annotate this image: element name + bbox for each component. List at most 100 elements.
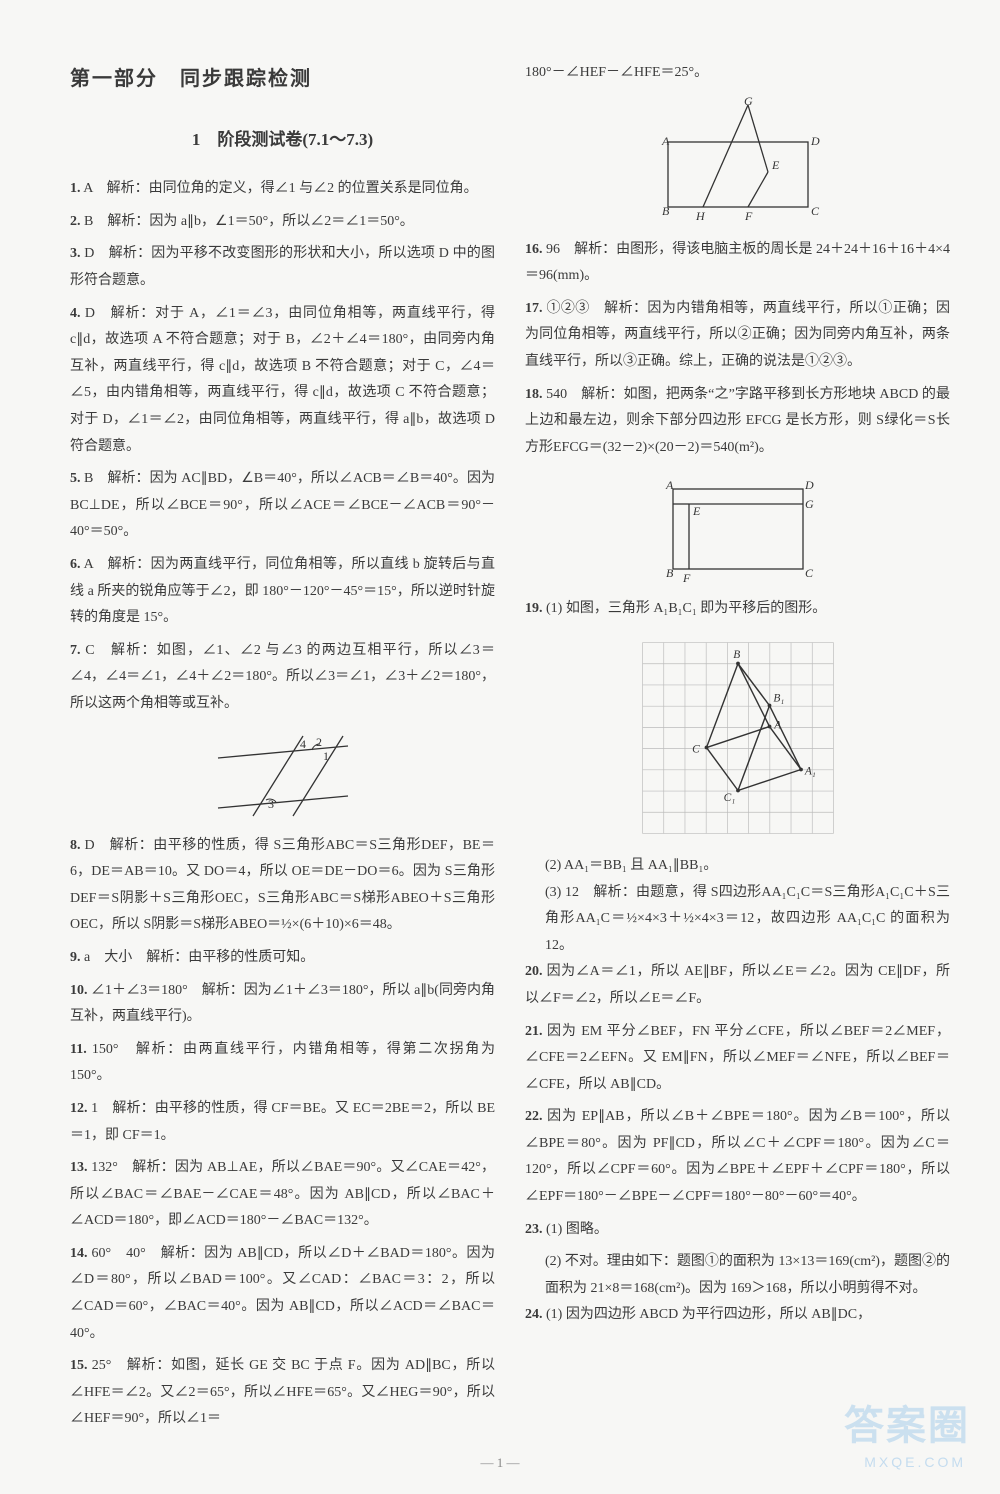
item-text: (1) 图略。 — [546, 1222, 608, 1237]
svg-text:H: H — [695, 209, 706, 223]
item-number: 13. — [70, 1160, 88, 1175]
svg-text:B₁: B₁ — [773, 693, 784, 705]
svg-text:C: C — [805, 566, 814, 580]
figure-wrap: A B C D E F G H — [525, 97, 950, 227]
item-text: ①②③ 解析：因为内错角相等，两直线平行，所以①正确；因为同位角相等，两直线平行… — [525, 301, 950, 369]
section-title: 1 阶段测试卷(7.1～7.3) — [70, 124, 495, 156]
svg-text:2: 2 — [316, 735, 322, 749]
item-text: D 解析：对于 A，∠1＝∠3，由同位角相等，两直线平行，得 c∥d，故选项 A… — [70, 306, 495, 454]
answer-item: 16. 96 解析：由图形，得该电脑主板的周长是 24＋24＋16＋16＋4×4… — [525, 237, 950, 290]
item-text: D 解析：由平移的性质，得 S三角形ABC＝S三角形DEF，BE＝6，DE＝AB… — [70, 838, 495, 933]
answer-item: 8. D 解析：由平移的性质，得 S三角形ABC＝S三角形DEF，BE＝6，DE… — [70, 833, 495, 939]
answer-item: 19. (1) 如图，三角形 A₁B₁C₁ 即为平移后的图形。 — [525, 596, 950, 623]
item-number: 5. — [70, 471, 81, 486]
answer-item: 22. 因为 EP∥AB，所以∠B＋∠BPE＝180°。因为∠B＝100°，所以… — [525, 1104, 950, 1210]
svg-text:B: B — [666, 566, 674, 580]
item-text: B 解析：因为 AC∥BD，∠B＝40°，所以∠ACB＝∠B＝40°。因为 BC… — [70, 471, 495, 539]
item-number: 8. — [70, 838, 81, 853]
part-title: 第一部分 同步跟踪检测 — [70, 60, 495, 98]
item-text: 96 解析：由图形，得该电脑主板的周长是 24＋24＋16＋16＋4×4＝96(… — [525, 242, 950, 284]
item-number: 2. — [70, 214, 81, 229]
item-number: 7. — [70, 643, 81, 658]
answer-item: 2. B 解析：因为 a∥b，∠1＝50°，所以∠2＝∠1＝50°。 — [70, 209, 495, 236]
item-text: 540 解析：如图，把两条“之”字路平移到长方形地块 ABCD 的最上边和最左边… — [525, 387, 950, 455]
item-text: 132° 解析：因为 AB⊥AE，所以∠BAE＝90°。又∠CAE＝42°，所以… — [70, 1160, 495, 1228]
item-text: 150° 解析：由两直线平行，内错角相等，得第二次拐角为 150°。 — [70, 1042, 495, 1084]
svg-text:G: G — [805, 497, 814, 511]
answer-item: 6. A 解析：因为两直线平行，同位角相等，所以直线 b 旋转后与直线 a 所夹… — [70, 552, 495, 632]
item-number: 16. — [525, 242, 543, 257]
answer-subitem: (2) 不对。理由如下：题图①的面积为 13×13＝169(cm²)，题图②的面… — [525, 1249, 950, 1302]
item-number: 17. — [525, 301, 543, 316]
svg-text:4: 4 — [300, 737, 306, 751]
item-number: 9. — [70, 950, 81, 965]
item-text: a 大小 解析：由平移的性质可知。 — [84, 950, 314, 965]
item-text: 因为 EM 平分∠BEF，FN 平分∠CFE，所以∠BEF＝2∠MEF，∠CFE… — [525, 1024, 950, 1092]
figure-q15: A B C D E F G H — [648, 97, 828, 227]
svg-text:A: A — [665, 478, 674, 492]
item-number: 1. — [70, 181, 81, 196]
answer-item: 24. (1) 因为四边形 ABCD 为平行四边形，所以 AB∥DC， — [525, 1302, 950, 1329]
svg-text:A₁: A₁ — [803, 765, 815, 777]
figure-wrap: B A C B₁ A₁ C₁ — [525, 633, 950, 843]
answer-item: 14. 60° 40° 解析：因为 AB∥CD，所以∠D＋∠BAD＝180°。因… — [70, 1241, 495, 1347]
answer-item: 13. 132° 解析：因为 AB⊥AE，所以∠BAE＝90°。又∠CAE＝42… — [70, 1155, 495, 1235]
svg-text:D: D — [810, 134, 820, 148]
item-text: B 解析：因为 a∥b，∠1＝50°，所以∠2＝∠1＝50°。 — [84, 214, 414, 229]
item-number: 6. — [70, 557, 81, 572]
svg-text:E: E — [692, 504, 701, 518]
item-text: 25° 解析：如图，延长 GE 交 BC 于点 F。因为 AD∥BC，所以∠HF… — [70, 1358, 495, 1426]
item-text: (1) 如图，三角形 A₁B₁C₁ 即为平移后的图形。 — [546, 601, 826, 616]
answer-item: 1. A 解析：由同位角的定义，得∠1 与∠2 的位置关系是同位角。 — [70, 176, 495, 203]
svg-text:B: B — [662, 204, 670, 218]
item-number: 20. — [525, 964, 543, 979]
figure-q7: 42 1 3 — [208, 728, 358, 823]
svg-text:A: A — [661, 134, 670, 148]
answer-item: 17. ①②③ 解析：因为内错角相等，两直线平行，所以①正确；因为同位角相等，两… — [525, 296, 950, 376]
answer-item: 5. B 解析：因为 AC∥BD，∠B＝40°，所以∠ACB＝∠B＝40°。因为… — [70, 466, 495, 546]
answer-item: 9. a 大小 解析：由平移的性质可知。 — [70, 945, 495, 972]
continuation-text: 180°－∠HEF－∠HFE＝25°。 — [525, 60, 950, 87]
item-number: 15. — [70, 1358, 88, 1373]
svg-text:G: G — [744, 97, 753, 108]
answer-item: 4. D 解析：对于 A，∠1＝∠3，由同位角相等，两直线平行，得 c∥d，故选… — [70, 301, 495, 461]
item-text: 因为∠A＝∠1，所以 AE∥BF，所以∠E＝∠2。因为 CE∥DF，所以∠F＝∠… — [525, 964, 950, 1006]
item-number: 23. — [525, 1222, 543, 1237]
item-text: 1 解析：由平移的性质，得 CF＝BE。又 EC＝2BE＝2，所以 BE＝1，即… — [70, 1101, 495, 1143]
svg-text:1: 1 — [323, 749, 329, 763]
figure-q18: A B C D E F G — [653, 471, 823, 586]
item-text: 60° 40° 解析：因为 AB∥CD，所以∠D＋∠BAD＝180°。因为∠D＝… — [70, 1246, 495, 1341]
answer-item: 15. 25° 解析：如图，延长 GE 交 BC 于点 F。因为 AD∥BC，所… — [70, 1353, 495, 1433]
svg-text:E: E — [771, 158, 780, 172]
item-number: 18. — [525, 387, 543, 402]
item-number: 3. — [70, 246, 81, 261]
svg-text:F: F — [744, 209, 753, 223]
item-number: 22. — [525, 1109, 543, 1124]
item-text: D 解析：因为平移不改变图形的形状和大小，所以选项 D 中的图形符合题意。 — [70, 246, 495, 288]
page-number: — 1 — — [0, 1451, 1000, 1476]
left-column: 第一部分 同步跟踪检测 1 阶段测试卷(7.1～7.3) 1. A 解析：由同位… — [70, 60, 495, 1439]
item-number: 10. — [70, 983, 88, 998]
answer-item: 7. C 解析：如图，∠1、∠2 与∠3 的两边互相平行，所以∠3＝∠4，∠4＝… — [70, 638, 495, 718]
item-text: A 解析：由同位角的定义，得∠1 与∠2 的位置关系是同位角。 — [83, 181, 477, 196]
answer-subitem: (2) AA₁＝BB₁ 且 AA₁∥BB₁。 — [525, 853, 950, 880]
item-text: 因为 EP∥AB，所以∠B＋∠BPE＝180°。因为∠B＝100°，所以∠BPE… — [525, 1109, 950, 1204]
item-text: C 解析：如图，∠1、∠2 与∠3 的两边互相平行，所以∠3＝∠4，∠4＝∠1，… — [70, 643, 495, 711]
svg-text:C₁: C₁ — [723, 792, 735, 804]
figure-wrap: A B C D E F G — [525, 471, 950, 586]
answer-item: 23. (1) 图略。 — [525, 1217, 950, 1244]
item-text: (1) 因为四边形 ABCD 为平行四边形，所以 AB∥DC， — [546, 1307, 871, 1322]
item-number: 19. — [525, 601, 543, 616]
svg-text:B: B — [733, 649, 740, 661]
answer-subitem: (3) 12 解析：由题意，得 S四边形AA₁C₁C＝S三角形A₁C₁C＋S三角… — [525, 880, 950, 960]
answer-item: 18. 540 解析：如图，把两条“之”字路平移到长方形地块 ABCD 的最上边… — [525, 382, 950, 462]
answer-item: 11. 150° 解析：由两直线平行，内错角相等，得第二次拐角为 150°。 — [70, 1037, 495, 1090]
figure-q19: B A C B₁ A₁ C₁ — [628, 633, 848, 843]
answer-item: 21. 因为 EM 平分∠BEF，FN 平分∠CFE，所以∠BEF＝2∠MEF，… — [525, 1019, 950, 1099]
item-text: ∠1＋∠3＝180° 解析：因为∠1＋∠3＝180°，所以 a∥b(同旁内角互补… — [70, 983, 495, 1025]
answer-item: 12. 1 解析：由平移的性质，得 CF＝BE。又 EC＝2BE＝2，所以 BE… — [70, 1096, 495, 1149]
item-text: A 解析：因为两直线平行，同位角相等，所以直线 b 旋转后与直线 a 所夹的锐角… — [70, 557, 495, 625]
item-number: 21. — [525, 1024, 543, 1039]
item-number: 11. — [70, 1042, 87, 1057]
svg-text:A: A — [773, 719, 782, 731]
